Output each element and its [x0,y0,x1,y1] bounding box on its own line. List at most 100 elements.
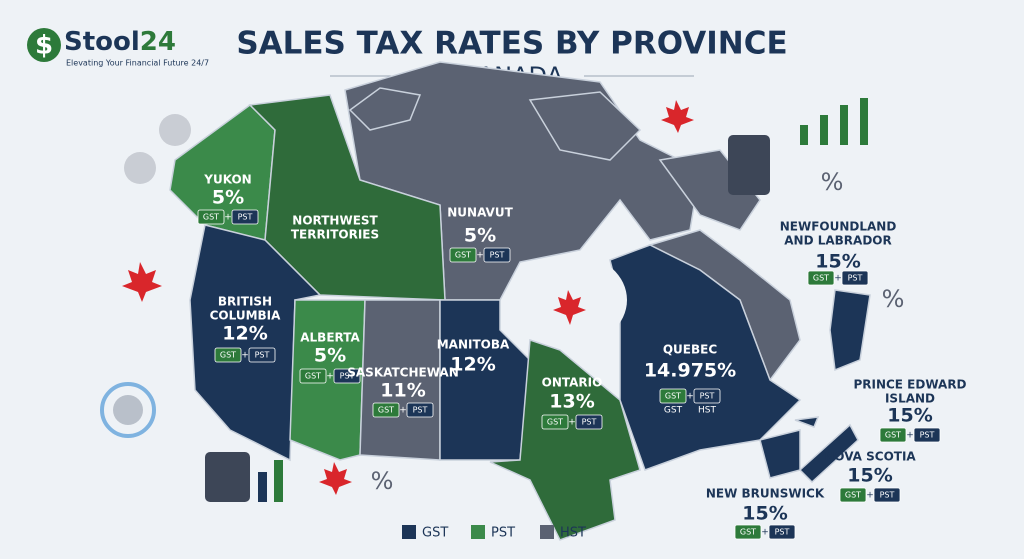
tax-rate: 15% [815,251,860,273]
region-name: NOVA SCOTIA [824,450,916,464]
tax-badge [839,487,867,503]
maple-leaf [319,462,352,495]
tax-badge-label: GST [845,491,861,500]
legend: GST PST HST [402,525,586,541]
region-ontario [489,338,641,541]
badge-join: + [568,418,576,428]
tax-badge [807,270,835,286]
tax-badge [693,388,721,404]
tax-badge-label: GST [203,213,219,222]
badge-join: + [399,406,407,416]
maple-leaf [553,290,586,325]
region-nova-scotia [798,423,859,484]
badge-join: + [834,274,842,284]
tax-badge-label: GST [220,351,236,360]
tax-badge [248,347,276,363]
region-prince-edward-island [794,416,820,428]
logo-name: Stool24 [64,27,176,57]
decorations [122,100,694,495]
tax-badge-label: PST [340,372,355,381]
tax-rate: 5% [464,225,496,247]
region-name: ALBERTA [300,331,360,345]
tax-badge [913,427,941,443]
legend-swatch [402,525,416,539]
region-quebec [609,244,802,471]
logo-badge [27,28,61,62]
legend-label: PST [491,526,515,541]
map [169,61,871,541]
tax-badge-label: PST [880,491,895,500]
tax-badge-label: PST [700,392,715,401]
region-name: AND LABRADOR [784,234,891,248]
badge-join: + [476,251,484,261]
tax-rate: 5% [314,345,346,367]
decor-symbol: % [821,168,844,196]
maple-leaf [661,100,694,133]
finance-icons [100,98,868,502]
icon-bar [860,98,868,145]
logo-symbol: $ [35,31,53,61]
tax-badge [768,524,796,540]
tax-rate: 5% [212,187,244,209]
tax-badge [197,209,225,225]
tax-rate: 11% [380,380,425,402]
tax-note: HST [698,406,716,416]
region-british-columbia [189,224,322,462]
logo-name-main: Stool [64,27,140,57]
tax-badge-label: PST [920,431,935,440]
tax-badge-label: GST [665,392,681,401]
title: SALES TAX RATES BY PROVINCE [236,26,787,62]
coin [113,395,143,425]
tax-badge-label: PST [490,251,505,260]
tax-badge-label: GST [885,431,901,440]
coin [159,114,191,146]
maple-leaf [122,262,162,302]
tax-rate: 15% [887,405,932,427]
region-name: QUEBEC [663,343,717,357]
tax-rate: 13% [549,391,594,413]
legend-label: GST [422,526,448,541]
badge-join: + [866,491,874,501]
tax-badge-label: GST [740,528,756,537]
coin-ring [100,382,156,438]
tax-badge [879,427,907,443]
tax-rate: 12% [450,354,495,376]
region-newfoundland [829,289,871,372]
tax-note: GST [664,406,683,416]
icon-bar [800,125,808,145]
tax-badge-label: PST [848,274,863,283]
region-name: ISLAND [885,392,935,406]
tax-badge [659,388,687,404]
icon-bar [840,105,848,145]
tax-rate: 14.975% [644,360,736,382]
badge-join: + [224,213,232,223]
tax-badge [734,524,762,540]
region-name: BRITISH [218,295,272,309]
icon-bar [820,115,828,145]
tax-badge-label: PST [582,418,597,427]
coin [124,152,156,184]
region-name: MANITOBA [437,338,510,352]
tax-badge [231,209,259,225]
region-name: COLUMBIA [210,309,282,323]
badge-join: + [906,431,914,441]
region-name: PRINCE EDWARD [853,378,966,392]
tax-badge-label: GST [455,251,471,260]
tax-badge-label: GST [547,418,563,427]
icon-bar [274,460,283,502]
tax-badge [483,247,511,263]
region-name: NEW BRUNSWICK [706,487,825,501]
tax-badge [575,414,603,430]
region-name: ONTARIO [542,376,603,390]
tax-badge-label: PST [238,213,253,222]
tax-badge-label: PST [775,528,790,537]
tax-badge [873,487,901,503]
legend-swatch [471,525,485,539]
tax-rate: 15% [742,503,787,525]
region-alberta [289,299,366,461]
tax-rate: 15% [847,465,892,487]
badge-join: + [686,392,694,402]
legend-swatch [540,525,554,539]
